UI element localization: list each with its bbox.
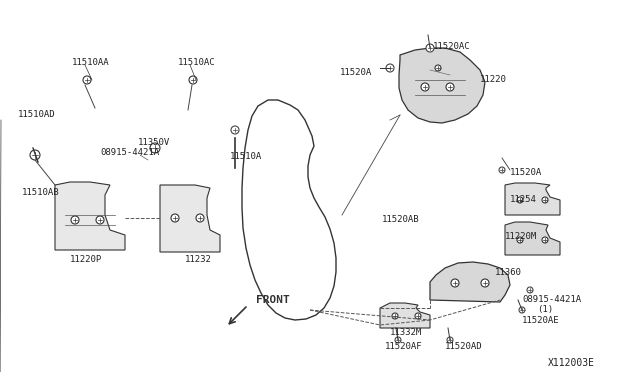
Circle shape [30, 150, 40, 160]
Text: (1): (1) [537, 305, 553, 314]
Circle shape [392, 313, 398, 319]
Text: X112003E: X112003E [548, 358, 595, 368]
Circle shape [426, 44, 434, 52]
Circle shape [517, 197, 523, 203]
Circle shape [421, 83, 429, 91]
Circle shape [96, 216, 104, 224]
Circle shape [231, 126, 239, 134]
Circle shape [542, 197, 548, 203]
Circle shape [83, 76, 91, 84]
Text: 11510A: 11510A [230, 152, 262, 161]
Text: 11510AC: 11510AC [178, 58, 216, 67]
Text: 11360: 11360 [495, 268, 522, 277]
Text: 08915-4421A: 08915-4421A [522, 295, 581, 304]
Circle shape [196, 214, 204, 222]
Circle shape [189, 76, 197, 84]
Circle shape [447, 337, 453, 343]
Text: 11520AB: 11520AB [382, 215, 420, 224]
Circle shape [446, 83, 454, 91]
Circle shape [527, 287, 533, 293]
Text: 11510AA: 11510AA [72, 58, 109, 67]
Circle shape [386, 64, 394, 72]
Text: 11220: 11220 [480, 75, 507, 84]
Polygon shape [505, 222, 560, 255]
Circle shape [171, 214, 179, 222]
Text: 11520AC: 11520AC [433, 42, 470, 51]
Text: 11520A: 11520A [510, 168, 542, 177]
Text: 11520AD: 11520AD [445, 342, 483, 351]
Text: 11350V: 11350V [138, 138, 170, 147]
Circle shape [451, 279, 459, 287]
Circle shape [517, 237, 523, 243]
Polygon shape [505, 183, 560, 215]
Circle shape [499, 167, 505, 173]
Text: 11520A: 11520A [340, 68, 372, 77]
Circle shape [542, 237, 548, 243]
Circle shape [150, 143, 160, 153]
Circle shape [415, 313, 421, 319]
Circle shape [395, 337, 401, 343]
Text: 11520AF: 11520AF [385, 342, 422, 351]
Text: 11510AB: 11510AB [22, 188, 60, 197]
Text: 11254: 11254 [510, 195, 537, 204]
Text: FRONT: FRONT [256, 295, 290, 305]
Text: 11220M: 11220M [505, 232, 537, 241]
Text: 08915-4421A: 08915-4421A [100, 148, 159, 157]
Text: 11510AD: 11510AD [18, 110, 56, 119]
Circle shape [435, 65, 441, 71]
Circle shape [481, 279, 489, 287]
Polygon shape [430, 262, 510, 302]
Circle shape [71, 216, 79, 224]
Text: 11220P: 11220P [70, 255, 102, 264]
Text: 11332M: 11332M [390, 328, 422, 337]
Circle shape [519, 307, 525, 313]
Text: 11520AE: 11520AE [522, 316, 559, 325]
Polygon shape [160, 185, 220, 252]
Polygon shape [55, 182, 125, 250]
Polygon shape [380, 303, 430, 328]
Polygon shape [399, 48, 485, 123]
Text: 11232: 11232 [185, 255, 212, 264]
